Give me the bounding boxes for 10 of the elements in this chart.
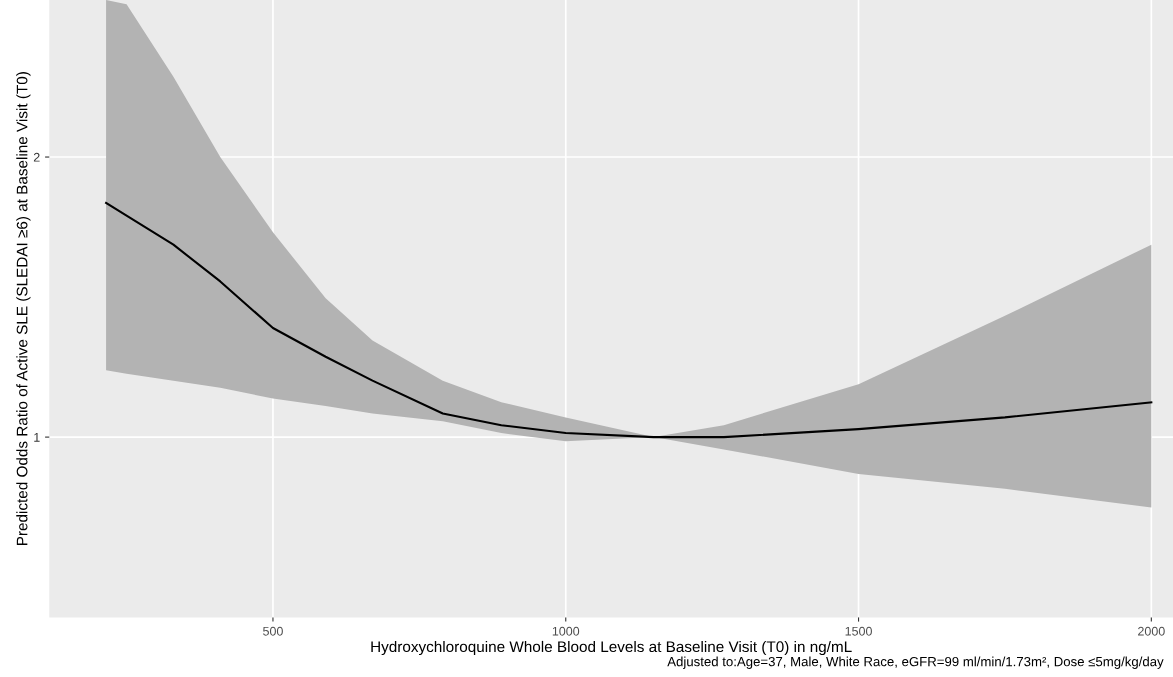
x-tick-label: 2000 [1138,626,1165,636]
y-tick-label: 2 [33,152,40,162]
y-tick-label: 1 [34,433,40,442]
x-tick-label: 1500 [845,626,872,636]
line-series [105,201,1153,439]
y-axis-title: Predicted Odds Ratio of Active SLE (SLEDAI ≥6) at Baseline Visit (T0) [16,72,31,546]
x-tick-label: 1000 [552,626,580,636]
x-tick-label: 500 [263,626,283,636]
x-axis-title: Hydroxychloroquine Whole Blood Levels at Baseline Visit (T0) in ng/mL [371,640,852,656]
text: Adjusted to:Age=37, Male, White Race, eGFR=99 ml/min/1.73m², Dose ≤5mg/kg/day [667,656,1164,669]
